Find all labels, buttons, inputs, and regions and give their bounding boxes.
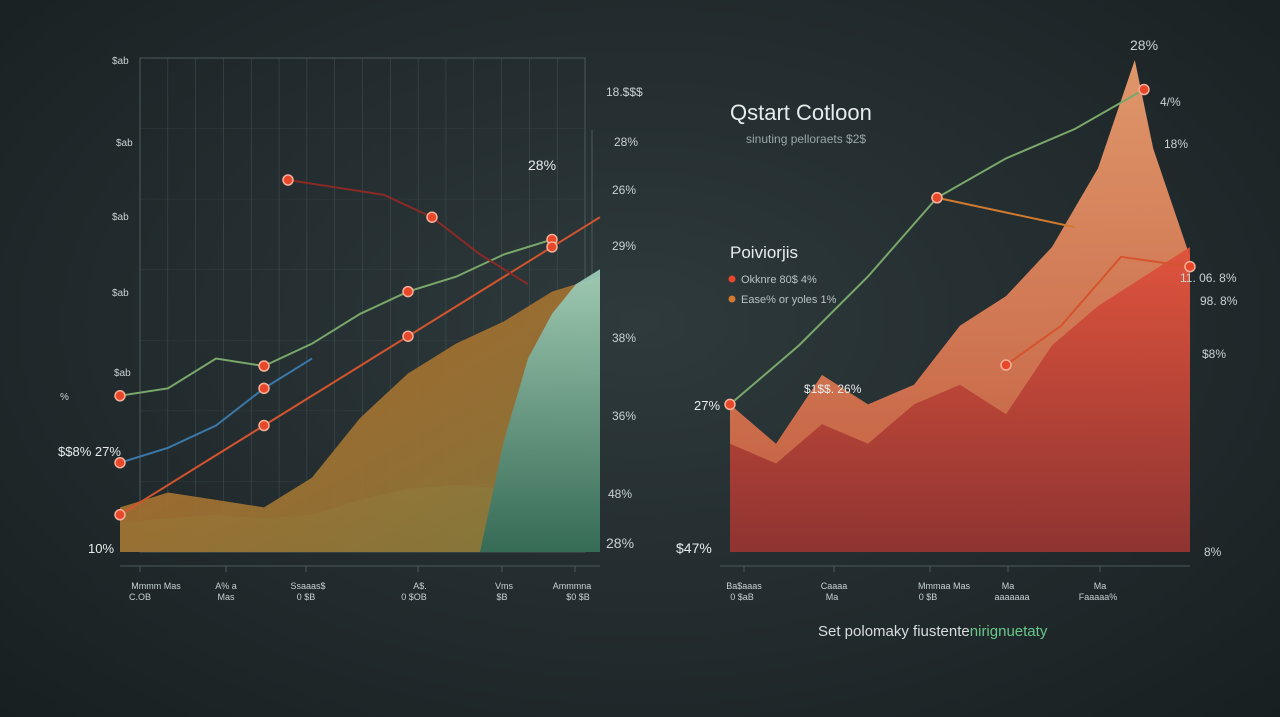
- left-x-tick: Vms: [495, 581, 514, 591]
- right-y-tick: 8%: [1204, 545, 1222, 559]
- left-right-tick: 36%: [612, 409, 636, 423]
- right-plot-area: [120, 60, 1196, 572]
- legend-title: Poiviorjis: [730, 243, 798, 262]
- line-series-line_red: [119, 216, 601, 516]
- right-y-tick: $8%: [1202, 347, 1226, 361]
- left-y-tick: %: [60, 392, 69, 403]
- data-point-marker: [402, 330, 414, 342]
- caption-text: Set polomaky fiustente: [818, 623, 970, 640]
- right-x-tick: Ma: [826, 592, 839, 602]
- area-series-mint: [480, 269, 600, 552]
- left-y-tick: $ab: [112, 288, 129, 299]
- line-series-line_green: [119, 238, 553, 397]
- right-x-tick: Mmmaa Mas: [918, 581, 971, 591]
- left-x-tick: $0 $B: [566, 592, 590, 602]
- left-x-tick: 0 $OB: [401, 592, 427, 602]
- left-y-tick: $ab: [116, 138, 133, 149]
- data-point-marker: [258, 382, 270, 395]
- data-point-marker: [114, 456, 126, 469]
- right-x-tick: aaaaaaa: [994, 592, 1029, 602]
- left-x-tick: C.OB: [129, 592, 151, 602]
- right-y-tick: 98. 8%: [1200, 294, 1238, 308]
- left-right-tick: 29%: [612, 239, 636, 253]
- right-y-tick: 18%: [1164, 137, 1188, 151]
- left-right-tick: 38%: [612, 331, 636, 345]
- data-point-marker: [1138, 83, 1150, 96]
- right-chart-subtitle: sinuting pelloraets $2$: [746, 132, 866, 146]
- area-series-red_fill: [730, 246, 1190, 552]
- left-x-tick: $B: [496, 592, 507, 602]
- legend-entry: Ease% or yoles 1%: [741, 294, 837, 306]
- left-y-axis-labels: $ab $ab $ab $ab $ab 0% %: [60, 56, 133, 403]
- left-annotation: 28%: [528, 157, 556, 173]
- data-point-marker: [546, 241, 558, 253]
- left-y-tick: $ab: [114, 368, 131, 379]
- left-x-tick: A$.: [413, 581, 427, 591]
- data-point-marker: [402, 285, 414, 298]
- right-x-tick: Faaaaa%: [1079, 592, 1118, 602]
- data-point-marker: [1184, 260, 1196, 273]
- right-y-tick: 4/%: [1160, 95, 1181, 109]
- data-point-marker: [931, 192, 943, 204]
- data-point-marker: [426, 211, 438, 223]
- right-x-tick: 0 $aB: [730, 592, 754, 602]
- left-x-tick: Ssaaas$: [290, 581, 325, 591]
- data-point-marker: [258, 419, 270, 432]
- data-point-marker: [258, 360, 270, 372]
- left-x-tick: Mas: [217, 592, 235, 602]
- legend-swatch: [728, 295, 736, 303]
- left-x-tick: 0 $B: [297, 592, 316, 602]
- left-x-tick: Mmmm Mas: [131, 581, 181, 591]
- right-annotation: $47%: [676, 540, 712, 556]
- left-right-tick: 18.$$$: [606, 85, 643, 99]
- left-right-tick: 28%: [614, 135, 638, 149]
- legend: Okknre 80$ 4% Ease% or yoles 1%: [728, 274, 837, 306]
- left-right-tick: 28%: [606, 535, 634, 551]
- left-annotation: $$8% 27%: [58, 444, 121, 459]
- left-right-tick: 48%: [608, 487, 632, 501]
- line-series-line_blue: [119, 357, 313, 464]
- right-annotation: $1$$. 26%: [804, 382, 862, 396]
- caption: Set polomaky fiustentenirignuetaty: [818, 623, 1048, 640]
- legend-swatch: [728, 275, 736, 283]
- left-y-tick: $ab: [112, 212, 129, 223]
- area-series-ochre: [120, 276, 600, 552]
- right-y-tick: 28%: [1130, 37, 1158, 53]
- line-series-line_dark_red: [287, 179, 529, 286]
- data-point-marker: [282, 174, 294, 186]
- right-x-tick: 0 $B: [919, 592, 938, 602]
- left-x-tick: Ammmna: [553, 581, 592, 591]
- right-x-tick: Ba$aaas: [726, 581, 762, 591]
- caption-highlight: nirignuetaty: [970, 623, 1048, 640]
- right-x-axis-labels: Ba$aaas 0 $aB Caaaa Ma Mmmaa Mas 0 $B Ma…: [726, 581, 1117, 602]
- right-x-tick: Caaaa: [821, 581, 848, 591]
- data-point-marker: [724, 398, 736, 411]
- right-chart-title: Qstart Cotloon: [730, 100, 872, 125]
- data-point-marker: [1000, 359, 1012, 371]
- left-right-tick: 26%: [612, 183, 636, 197]
- left-y-axis-right-labels: 18.$$$ 28% 26% 29% 38% 36% 48% 28%: [606, 85, 643, 551]
- left-plot-area: [114, 174, 601, 552]
- data-point-marker: [114, 509, 126, 521]
- right-y-axis-labels: 28% 4/% 18% 11. 06. 8% 98. 8% $8% 8%: [1130, 37, 1238, 559]
- right-x-tick: Ma: [1094, 581, 1107, 591]
- legend-entry: Okknre 80$ 4%: [741, 274, 817, 286]
- left-x-axis-labels: Mmmm Mas C.OB A% a Mas Ssaaas$ 0 $B A$. …: [129, 581, 591, 602]
- line-series-line_orange: [936, 196, 1076, 229]
- left-x-tick: A% a: [215, 581, 237, 591]
- line-series-line_red: [1005, 255, 1191, 366]
- right-annotation: 27%: [694, 398, 720, 413]
- data-point-marker: [114, 390, 126, 402]
- left-y-tick: $ab: [112, 56, 129, 67]
- right-x-tick: Ma: [1002, 581, 1015, 591]
- right-y-tick: 11. 06. 8%: [1180, 271, 1237, 285]
- left-annotation: 10%: [88, 541, 114, 556]
